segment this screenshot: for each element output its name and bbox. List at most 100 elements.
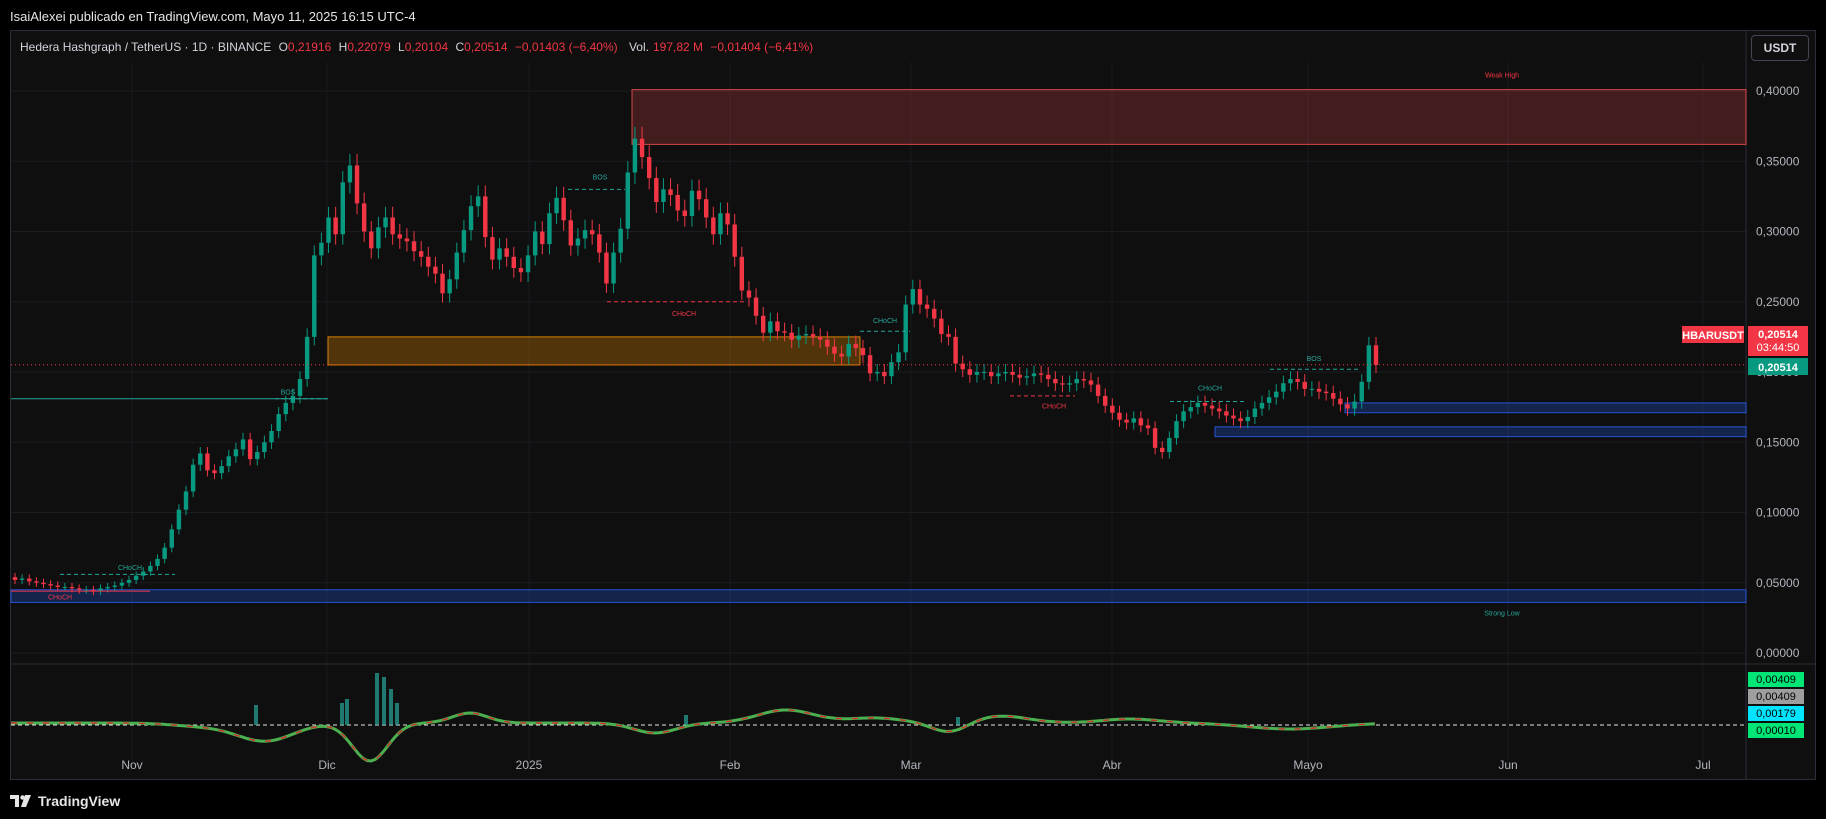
candle-body (1238, 418, 1243, 422)
candle-body (1202, 402, 1208, 406)
candle-body (376, 227, 381, 249)
high-label: H (338, 40, 348, 54)
candle-body (732, 224, 737, 257)
indicator-tag-bg (1748, 689, 1804, 704)
candle-body (340, 182, 345, 235)
candle-body (490, 237, 495, 260)
candle-body (1188, 407, 1193, 412)
histogram-bar (382, 677, 386, 725)
candle-body (76, 588, 82, 590)
candle-body (1331, 393, 1336, 399)
histogram-bar (684, 715, 688, 725)
candle-body (896, 352, 901, 363)
chart-frame (10, 30, 1816, 780)
y-tick-label: 0,05000 (1756, 576, 1800, 590)
y-tick-label: 0,35000 (1756, 154, 1800, 168)
last-price-tag: 0,20514 (1758, 329, 1799, 341)
candle-body (874, 372, 880, 374)
candle-body (953, 336, 958, 364)
candle-body (782, 331, 787, 333)
currency-button[interactable]: USDT (1751, 35, 1809, 61)
candle-body (247, 439, 253, 460)
symbol-name[interactable]: Hedera Hashgraph / TetherUS · 1D · BINAN… (20, 40, 272, 54)
countdown-tag: 03:44:50 (1757, 342, 1800, 354)
indicator-tag: 0,00179 (1756, 708, 1796, 720)
candle-body (696, 190, 702, 200)
last-price-tag-bg (1748, 326, 1808, 356)
candle-body (27, 578, 32, 582)
close-label: C (455, 40, 465, 54)
weak-high-zone (631, 89, 1747, 145)
oscillator-line (11, 708, 1376, 763)
candle-body (1060, 383, 1065, 385)
candle-body (1338, 398, 1343, 405)
high-value: 0,22079 (347, 40, 391, 54)
open-label: O (278, 40, 288, 54)
volume-value: 197,82 M (652, 40, 704, 54)
candle-body (255, 452, 260, 460)
candle-body (796, 335, 802, 340)
histogram-bar (340, 703, 344, 725)
candle-body (55, 585, 60, 587)
candle-body (1131, 418, 1136, 423)
candle-body (91, 589, 96, 592)
candle-body (547, 213, 552, 245)
candle-body (661, 189, 666, 202)
candle-body (568, 220, 574, 246)
candle-body (1316, 388, 1322, 392)
structure-label: BOS (281, 389, 296, 396)
candle-body (996, 373, 1001, 377)
candle-body (532, 231, 538, 256)
candle-body (917, 289, 923, 305)
candle-body (639, 138, 645, 158)
candle-body (112, 585, 117, 587)
candle-body (1259, 402, 1265, 409)
candle-body (832, 346, 837, 354)
x-tick-label: Mar (901, 758, 922, 772)
candle-body (1345, 404, 1350, 409)
candle-body (411, 241, 417, 252)
candle-body (739, 256, 745, 291)
candle-body (1195, 402, 1201, 408)
candle-body (1103, 395, 1108, 406)
footer-brand[interactable]: TradingView (10, 791, 120, 811)
candle-body (98, 588, 103, 592)
candle-body (1145, 425, 1151, 429)
candle-body (540, 231, 545, 245)
candle-body (468, 206, 474, 231)
candle-body (1224, 411, 1229, 416)
candle-body (1074, 379, 1079, 384)
candle-body (169, 529, 174, 548)
candle-body (297, 379, 303, 396)
indicator-tag: 0,00409 (1756, 674, 1796, 686)
candle-body (1167, 438, 1172, 453)
x-tick-label: Jun (1498, 758, 1517, 772)
candle-body (932, 308, 937, 319)
structure-label: CHoCH (1042, 404, 1066, 411)
candle-body (1352, 401, 1357, 409)
candle-body (654, 178, 659, 202)
tradingview-logo-icon (10, 795, 31, 807)
strong-low-zone (10, 589, 1747, 603)
candle-body (1110, 405, 1115, 413)
histogram-bar (956, 717, 960, 725)
candle-body (1038, 373, 1044, 375)
symbol-tag-bg (1682, 326, 1744, 343)
candle-body (1288, 379, 1293, 384)
publish-bar: IsaiAlexei publicado en TradingView.com,… (0, 0, 1826, 32)
candle-body (1067, 383, 1072, 385)
y-tick-label: 0,40000 (1756, 84, 1800, 98)
candle-body (1174, 421, 1179, 439)
candle-body (753, 297, 759, 316)
volume-label: Vol. (628, 40, 649, 54)
candle-body (989, 372, 994, 377)
candle-body (504, 248, 509, 257)
candle-body (1095, 384, 1101, 396)
candle-body (846, 343, 851, 357)
candle-body (1302, 381, 1307, 389)
candle-body (703, 199, 709, 218)
x-tick-label: Jul (1695, 758, 1710, 772)
candle-body (825, 339, 830, 347)
candle-body (205, 453, 210, 471)
